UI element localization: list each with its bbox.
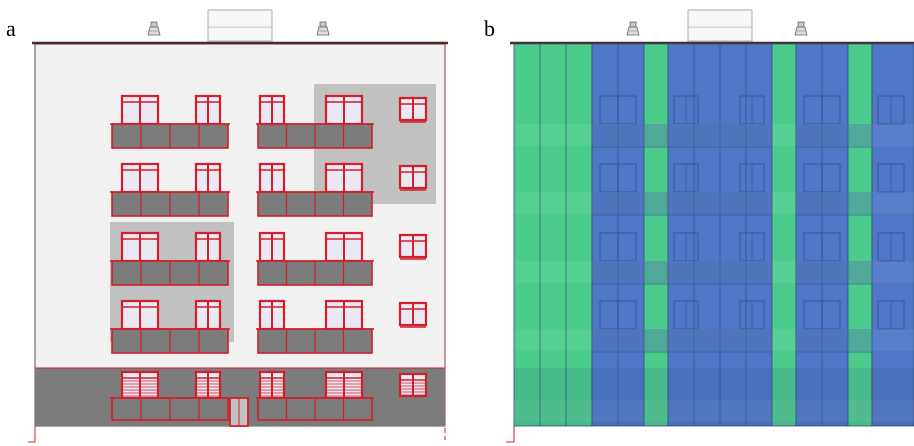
window-ghost bbox=[599, 163, 637, 193]
window bbox=[398, 301, 428, 327]
window-ghost bbox=[803, 232, 841, 262]
window-ghost bbox=[739, 300, 765, 330]
band-shade bbox=[514, 124, 914, 146]
balcony-ghost bbox=[592, 124, 772, 148]
band-shade bbox=[514, 192, 914, 214]
band-shade bbox=[514, 261, 914, 283]
window bbox=[324, 231, 364, 263]
panel-b-facade bbox=[506, 9, 914, 443]
balcony-ghost bbox=[796, 329, 872, 353]
roof-vent-icon bbox=[794, 21, 808, 36]
window-ghost bbox=[599, 232, 637, 262]
balcony-ghost bbox=[796, 192, 872, 216]
green-panel bbox=[847, 43, 873, 427]
window bbox=[194, 94, 222, 126]
window-ghost bbox=[877, 163, 905, 193]
window bbox=[120, 231, 160, 263]
balcony-railing bbox=[110, 191, 230, 217]
balcony-railing bbox=[256, 328, 374, 354]
band-shade bbox=[514, 400, 914, 422]
window bbox=[194, 299, 222, 331]
window bbox=[324, 299, 364, 331]
window bbox=[258, 299, 286, 331]
window bbox=[398, 233, 428, 259]
window-ghosts bbox=[592, 95, 905, 353]
balcony-railing bbox=[256, 123, 374, 149]
panel-label-a: a bbox=[6, 16, 16, 41]
window bbox=[258, 370, 286, 400]
window-ghost bbox=[739, 163, 765, 193]
window-ghost bbox=[673, 95, 699, 125]
balcony-railing bbox=[110, 397, 230, 421]
balcony-railing bbox=[110, 123, 230, 149]
roof-structure-icon bbox=[207, 9, 273, 42]
window-ghost bbox=[673, 163, 699, 193]
balcony-ghost bbox=[796, 124, 872, 148]
balcony-ghost bbox=[592, 192, 772, 216]
window-ghost bbox=[673, 232, 699, 262]
window bbox=[398, 372, 428, 398]
window bbox=[258, 162, 286, 194]
balcony-ghost bbox=[796, 261, 872, 285]
window-ghost bbox=[877, 232, 905, 262]
green-panel bbox=[771, 43, 797, 427]
roof-vent-icon bbox=[316, 21, 330, 36]
green-panel bbox=[513, 43, 593, 427]
blue-panel bbox=[871, 43, 914, 427]
window bbox=[398, 96, 428, 122]
window-ghost bbox=[599, 95, 637, 125]
window-ghost bbox=[739, 232, 765, 262]
balcony-ghost bbox=[592, 261, 772, 285]
window-ghost bbox=[877, 300, 905, 330]
panel-a-facade bbox=[28, 9, 448, 443]
panel-label-b: b bbox=[484, 16, 495, 41]
window bbox=[258, 94, 286, 126]
window bbox=[120, 94, 160, 126]
roof-vent-icon bbox=[147, 21, 161, 36]
ground-floor-shade bbox=[514, 368, 914, 426]
window bbox=[120, 370, 160, 400]
window bbox=[120, 299, 160, 331]
balcony-railing bbox=[110, 260, 230, 286]
window-ghost bbox=[803, 163, 841, 193]
window-ghost bbox=[877, 95, 905, 125]
roof-structure-icon bbox=[687, 9, 753, 42]
window bbox=[398, 164, 428, 190]
window bbox=[120, 162, 160, 194]
window-ghost bbox=[673, 300, 699, 330]
window-ghost bbox=[803, 300, 841, 330]
balcony-railing bbox=[110, 328, 230, 354]
band-shade bbox=[514, 329, 914, 351]
window bbox=[258, 231, 286, 263]
window bbox=[194, 370, 222, 400]
window-ghost bbox=[599, 300, 637, 330]
window bbox=[324, 94, 364, 126]
window bbox=[324, 370, 364, 400]
window bbox=[324, 162, 364, 194]
balcony-railing bbox=[256, 260, 374, 286]
roof-vent-icon bbox=[626, 21, 640, 36]
balcony-ghost bbox=[592, 329, 772, 353]
window-ghost bbox=[803, 95, 841, 125]
window-ghost bbox=[739, 95, 765, 125]
balcony-railing bbox=[256, 397, 374, 421]
window bbox=[194, 231, 222, 263]
window bbox=[194, 162, 222, 194]
balcony-railing bbox=[256, 191, 374, 217]
entrance-door bbox=[229, 397, 249, 427]
